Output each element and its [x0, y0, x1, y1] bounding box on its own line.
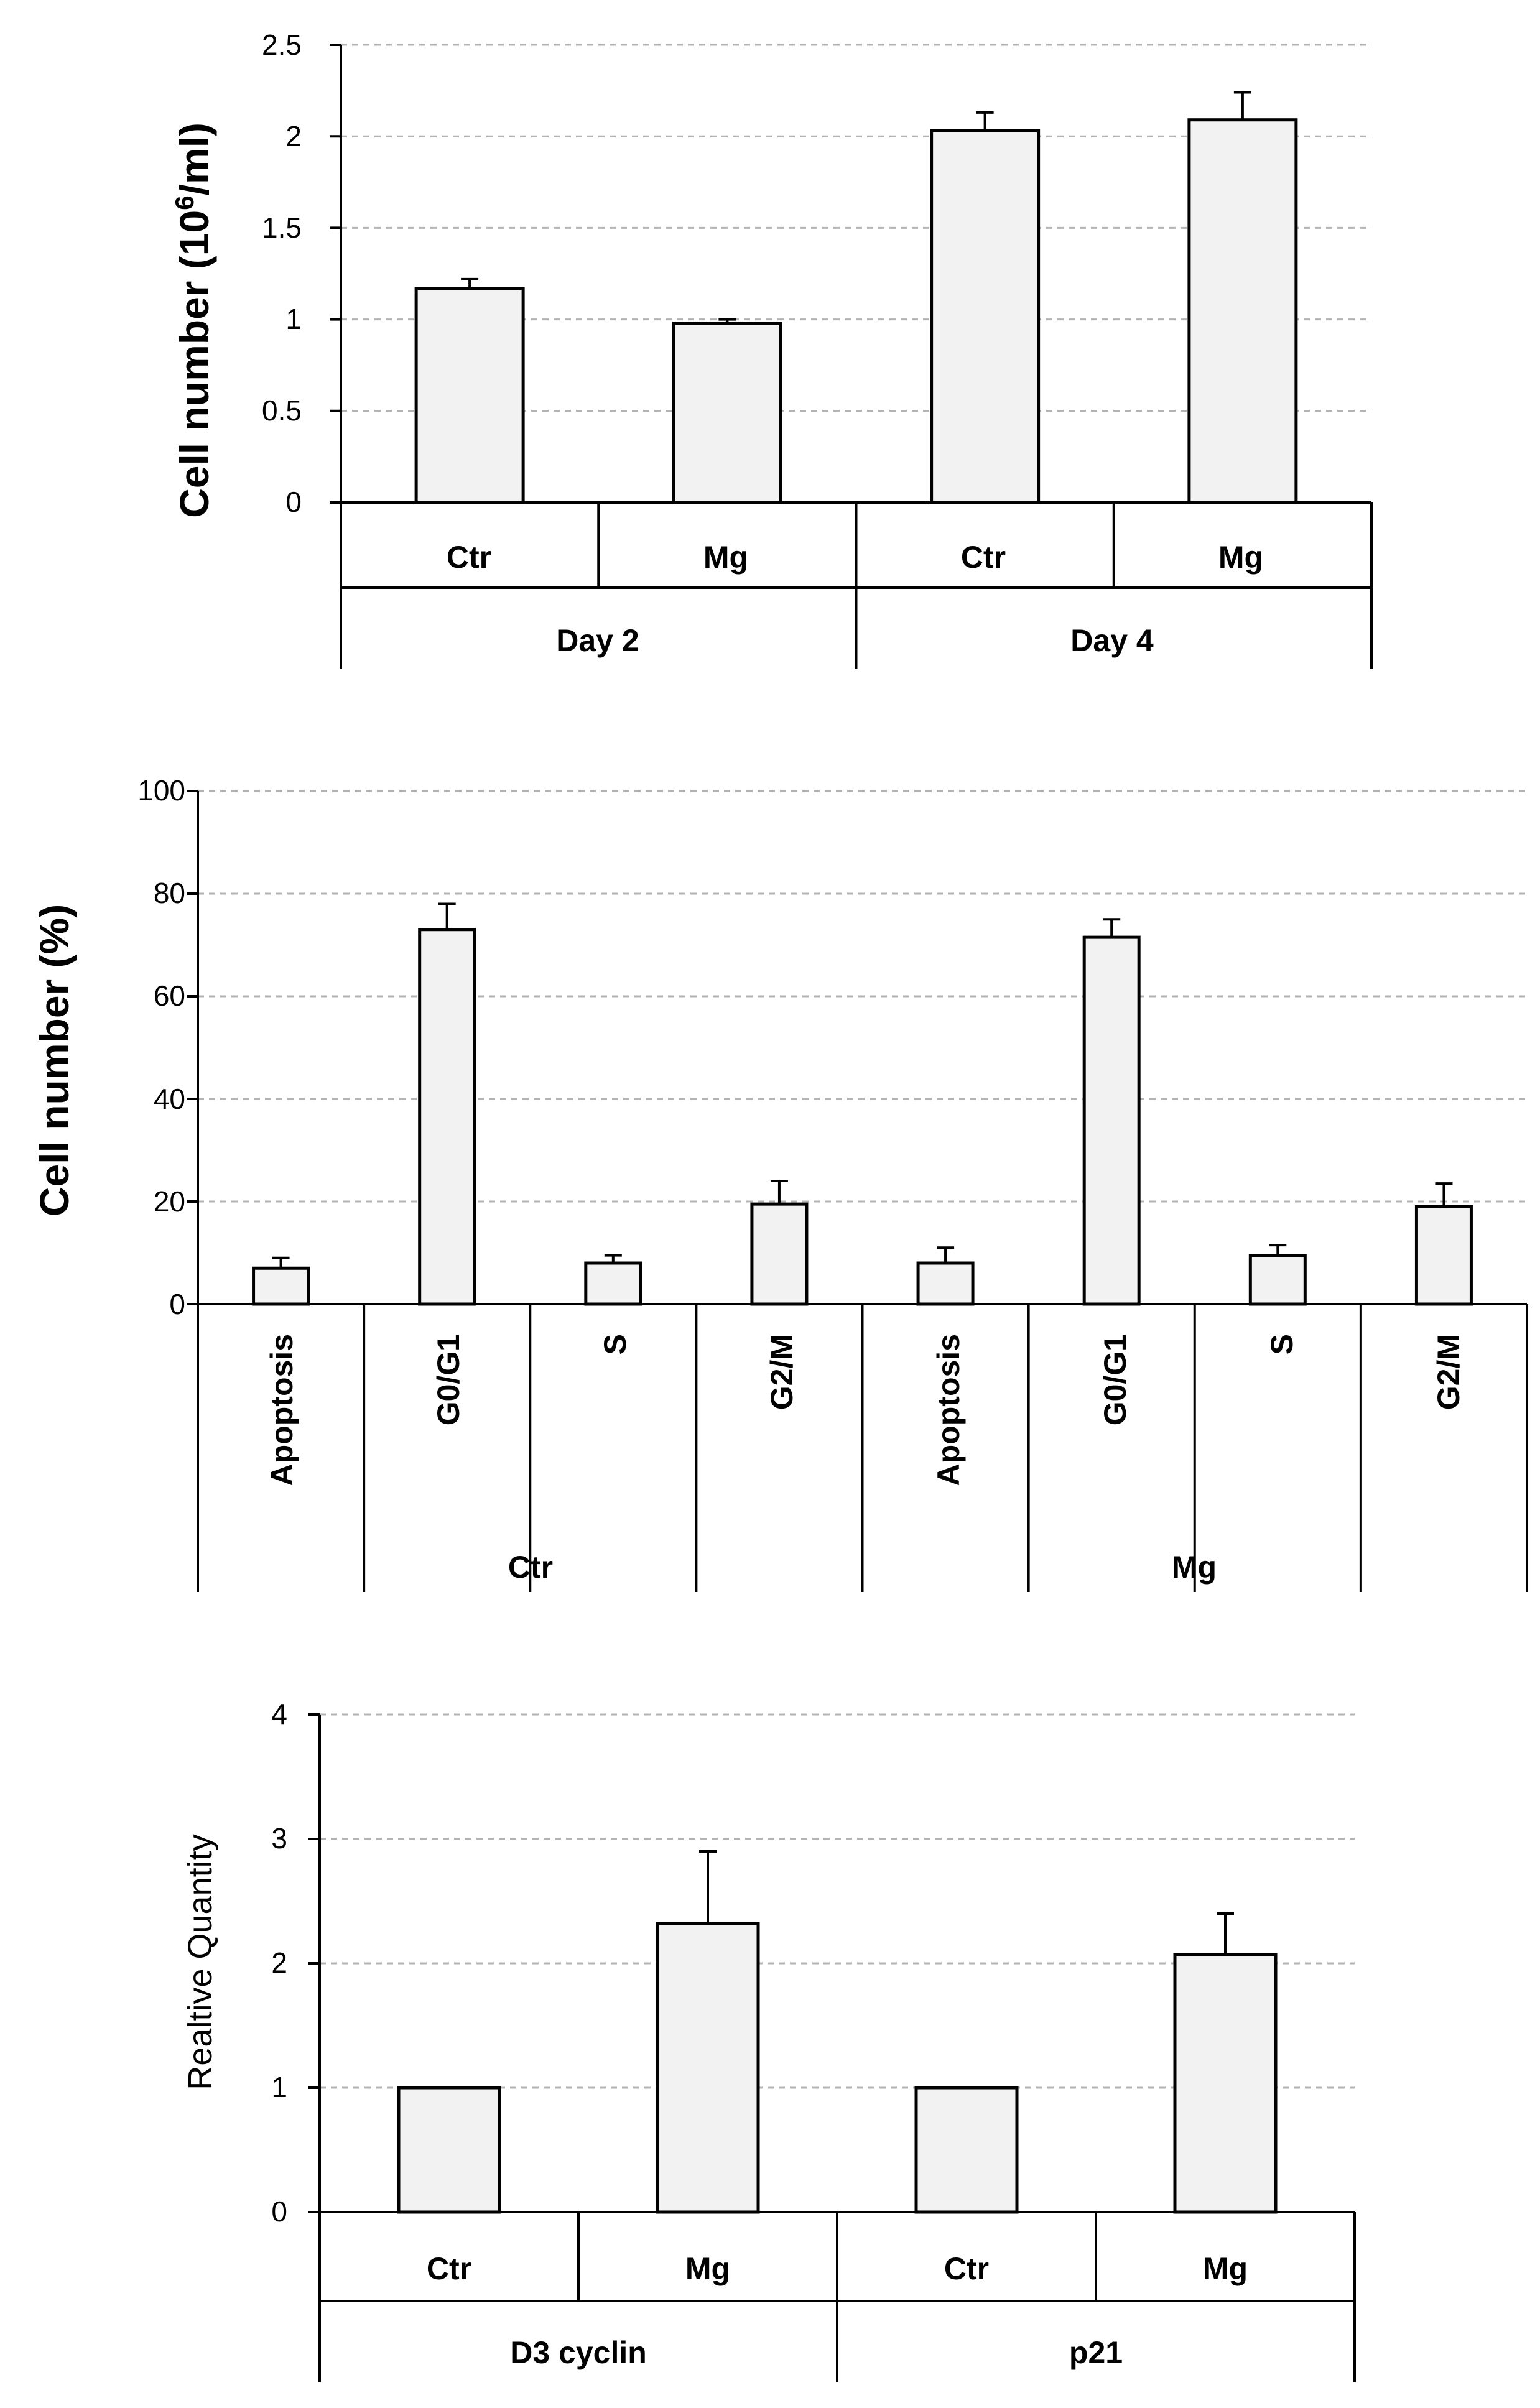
p2-bar-6	[1082, 935, 1141, 1306]
p2-category-label-7: S	[1264, 1334, 1299, 1354]
p1-ytick-3: 1.5	[262, 211, 302, 244]
p3-axes	[308, 1713, 1356, 2382]
p1-group-label-day4: Day 4	[1070, 623, 1154, 658]
p2-group-label-mg: Mg	[1172, 1550, 1217, 1585]
p2-ytick-0: 0	[169, 1288, 185, 1320]
p3-ytick-2: 2	[271, 1947, 287, 1979]
p2-category-label-3: S	[598, 1334, 633, 1354]
p2-category-label-8: G2/M	[1431, 1334, 1466, 1410]
p3-group-label-p21: p21	[1069, 2335, 1123, 2370]
p1-ytick-4: 2	[285, 120, 302, 152]
panel-1-cell-count-chart: 0 0.5 1 1.5 2 2.5 Cell number (106/ml) C…	[170, 29, 1373, 669]
p1-ytick-1: 0.5	[262, 394, 302, 427]
p3-category-label-4: Mg	[1203, 2251, 1248, 2286]
p2-ytick-2: 40	[154, 1083, 185, 1115]
p2-ytick-4: 80	[154, 877, 185, 909]
p2-bar-2	[418, 928, 476, 1306]
p3-category-label-3: Ctr	[944, 2251, 989, 2286]
p2-bar-3	[584, 1261, 642, 1306]
p1-bars	[414, 91, 1298, 504]
p1-bar-2	[672, 321, 782, 504]
p3-y-axis-label: Realtive Quantity	[182, 1834, 219, 2090]
p3-ytick-0: 0	[271, 2195, 287, 2228]
p2-ytick-5: 100	[137, 774, 185, 807]
p3-category-label-1: Ctr	[427, 2251, 471, 2286]
p3-group-label-d3-cyclin: D3 cyclin	[510, 2335, 647, 2370]
p2-ytick-1: 20	[154, 1185, 185, 1218]
p2-bar-4	[750, 1202, 809, 1306]
p2-bar-8	[1414, 1205, 1473, 1306]
p2-category-label-4: G2/M	[764, 1334, 799, 1410]
panel-2-cell-cycle-chart: 0 20 40 60 80 100 Cell number (%) Apopto…	[31, 774, 1528, 1592]
p2-bar-1	[252, 1266, 310, 1306]
p1-ytick-0: 0	[285, 486, 302, 518]
p1-axes	[330, 44, 1373, 669]
p2-bars	[252, 902, 1473, 1306]
p1-category-label-2: Mg	[703, 540, 748, 575]
p1-ytick-5: 2.5	[262, 29, 302, 61]
p2-axes	[187, 790, 1528, 1592]
p1-bar-1	[414, 287, 525, 504]
p3-bar-1	[397, 2086, 501, 2214]
p2-bar-5	[916, 1261, 975, 1306]
p3-ytick-3: 3	[271, 1822, 287, 1855]
p2-category-label-6: G0/G1	[1098, 1334, 1133, 1425]
p3-ytick-1: 1	[271, 2071, 287, 2103]
p1-category-label-3: Ctr	[961, 540, 1006, 575]
p3-category-label-2: Mg	[685, 2251, 730, 2286]
p2-category-label-1: Apoptosis	[264, 1334, 299, 1486]
p3-bar-3	[914, 2086, 1019, 2214]
p2-group-label-ctr: Ctr	[508, 1550, 553, 1585]
p3-bar-4	[1173, 1953, 1278, 2214]
p1-bar-4	[1187, 118, 1298, 504]
p2-category-label-2: G0/G1	[431, 1334, 466, 1425]
p1-category-label-4: Mg	[1218, 540, 1263, 575]
p1-ytick-2: 1	[285, 303, 302, 335]
p1-group-label-day2: Day 2	[556, 623, 639, 658]
p3-bars	[397, 1850, 1278, 2214]
p3-ytick-4: 4	[271, 1698, 287, 1730]
p2-gridlines	[198, 790, 1527, 1203]
p1-category-label-1: Ctr	[447, 540, 491, 575]
p2-bar-7	[1248, 1254, 1307, 1306]
p3-bar-2	[656, 1922, 760, 2214]
p1-y-axis-label: Cell number (106/ml)	[170, 123, 217, 518]
panel-3-relative-quantity-chart: 0 1 2 3 4 Realtive Quantity Ctr Mg Ctr M…	[182, 1698, 1356, 2382]
p2-ytick-3: 60	[154, 979, 185, 1012]
p2-category-label-5: Apoptosis	[931, 1334, 966, 1486]
p1-bar-3	[930, 129, 1041, 504]
p2-y-axis-label: Cell number (%)	[31, 904, 77, 1216]
